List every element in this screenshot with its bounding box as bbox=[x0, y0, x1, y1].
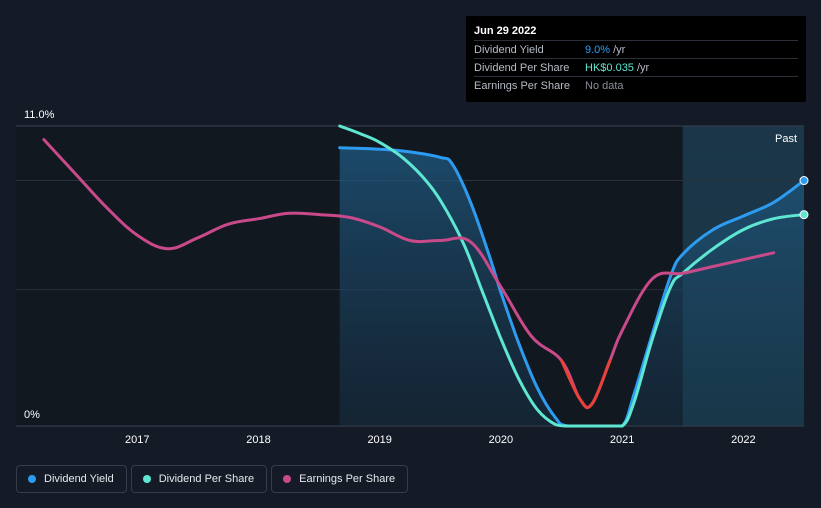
areas bbox=[339, 147, 804, 427]
legend-label: Dividend Yield bbox=[44, 473, 114, 485]
x-tick-label: 2019 bbox=[367, 434, 391, 446]
x-tick-label: 2022 bbox=[731, 434, 755, 446]
dividend-per-share-end-marker bbox=[799, 210, 809, 220]
tooltip: Jun 29 2022 Dividend Yield 9.0%/yr Divid… bbox=[466, 16, 806, 102]
legend-dividend-per-share[interactable]: Dividend Per Share bbox=[130, 465, 268, 493]
legend-label: Dividend Per Share bbox=[158, 473, 255, 485]
lines bbox=[42, 124, 806, 428]
tooltip-label: Dividend Yield bbox=[474, 44, 544, 56]
legend: Dividend Yield Dividend Per Share Earnin… bbox=[16, 465, 409, 495]
x-tick-label: 2020 bbox=[489, 434, 513, 446]
y-axis: 11.0% 0% bbox=[24, 109, 55, 421]
y-tick-label: 11.0% bbox=[24, 109, 55, 121]
x-tick-label: 2017 bbox=[125, 434, 149, 446]
past-label: Past bbox=[775, 133, 797, 145]
tooltip-row-earnings-per-share: Earnings Per Share No data bbox=[474, 76, 798, 95]
legend-earnings-per-share[interactable]: Earnings Per Share bbox=[271, 465, 409, 493]
legend-label: Earnings Per Share bbox=[299, 473, 396, 485]
dividend-per-share-dot-icon bbox=[142, 475, 151, 483]
x-axis: 2017 2018 2019 2020 2021 2022 bbox=[125, 434, 756, 446]
tooltip-row-dividend-yield: Dividend Yield 9.0%/yr bbox=[474, 40, 798, 59]
tooltip-value: No data bbox=[585, 80, 624, 92]
y-tick-label: 0% bbox=[24, 409, 40, 421]
x-tick-label: 2018 bbox=[246, 434, 270, 446]
dividend-yield-end-marker bbox=[799, 176, 809, 186]
dividend-yield-dot-icon bbox=[28, 475, 36, 483]
x-tick-label: 2021 bbox=[610, 434, 634, 446]
tooltip-label: Earnings Per Share bbox=[474, 80, 570, 92]
earnings-per-share-dot-icon bbox=[283, 475, 292, 483]
tooltip-label: Dividend Per Share bbox=[474, 62, 570, 74]
tooltip-value: HK$0.035/yr bbox=[585, 62, 650, 74]
legend-dividend-yield[interactable]: Dividend Yield bbox=[16, 465, 127, 493]
markers bbox=[799, 176, 809, 220]
tooltip-value: 9.0%/yr bbox=[585, 44, 626, 56]
earnings-per-share-negative-segment bbox=[560, 359, 612, 410]
dividend-per-share-line bbox=[338, 124, 806, 428]
dividend-yield-area bbox=[339, 147, 804, 427]
earnings-per-share-line bbox=[42, 138, 776, 410]
tooltip-row-dividend-per-share: Dividend Per Share HK$0.035/yr bbox=[474, 58, 798, 77]
dividend-yield-line bbox=[338, 146, 806, 428]
tooltip-date: Jun 29 2022 bbox=[474, 25, 537, 37]
